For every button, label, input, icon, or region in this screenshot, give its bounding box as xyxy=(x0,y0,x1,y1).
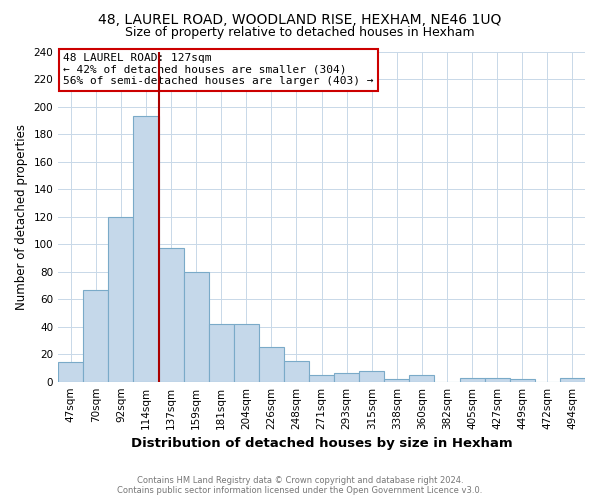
Bar xyxy=(334,374,359,382)
Bar xyxy=(209,324,234,382)
Bar xyxy=(184,272,209,382)
Bar xyxy=(359,370,385,382)
Bar xyxy=(58,362,83,382)
X-axis label: Distribution of detached houses by size in Hexham: Distribution of detached houses by size … xyxy=(131,437,512,450)
Bar xyxy=(385,379,409,382)
Bar xyxy=(284,361,309,382)
Bar xyxy=(109,216,133,382)
Bar xyxy=(234,324,259,382)
Bar xyxy=(485,378,510,382)
Text: 48 LAUREL ROAD: 127sqm
← 42% of detached houses are smaller (304)
56% of semi-de: 48 LAUREL ROAD: 127sqm ← 42% of detached… xyxy=(64,53,374,86)
Text: 48, LAUREL ROAD, WOODLAND RISE, HEXHAM, NE46 1UQ: 48, LAUREL ROAD, WOODLAND RISE, HEXHAM, … xyxy=(98,12,502,26)
Bar xyxy=(133,116,158,382)
Bar xyxy=(259,348,284,382)
Bar xyxy=(158,248,184,382)
Text: Contains HM Land Registry data © Crown copyright and database right 2024.
Contai: Contains HM Land Registry data © Crown c… xyxy=(118,476,482,495)
Text: Size of property relative to detached houses in Hexham: Size of property relative to detached ho… xyxy=(125,26,475,39)
Bar xyxy=(409,375,434,382)
Bar xyxy=(560,378,585,382)
Bar xyxy=(510,379,535,382)
Y-axis label: Number of detached properties: Number of detached properties xyxy=(15,124,28,310)
Bar xyxy=(460,378,485,382)
Bar xyxy=(309,375,334,382)
Bar xyxy=(83,290,109,382)
